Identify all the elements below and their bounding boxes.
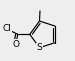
Text: Cl: Cl: [3, 25, 11, 33]
Text: O: O: [12, 40, 19, 49]
Text: S: S: [37, 43, 42, 52]
